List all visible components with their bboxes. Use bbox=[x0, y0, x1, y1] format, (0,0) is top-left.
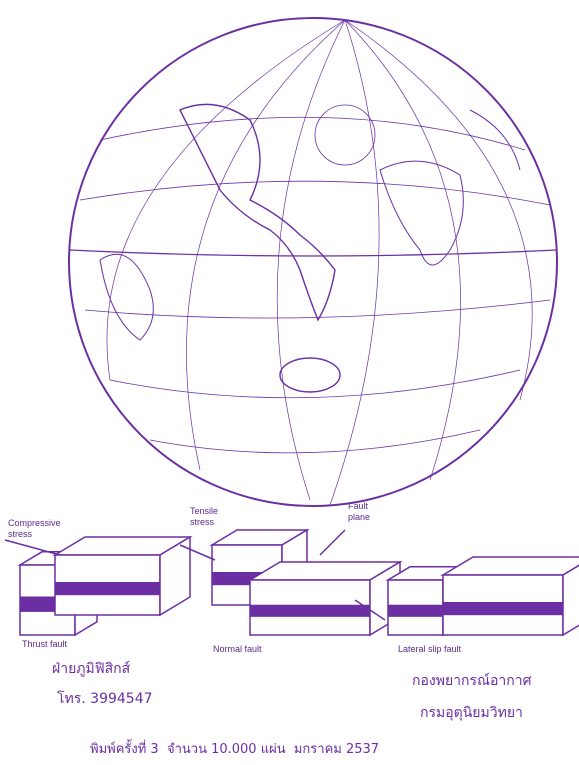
equator bbox=[69, 249, 557, 257]
latitude-lines bbox=[79, 116, 551, 454]
label-compressive: Compressive stress bbox=[8, 518, 61, 539]
department: กรมอุตุนิยมวิทยา bbox=[420, 705, 523, 721]
eurasia-africa bbox=[379, 109, 521, 266]
block-side bbox=[562, 564, 579, 637]
block-top bbox=[440, 556, 579, 576]
globe bbox=[68, 17, 558, 507]
division: กองพยากรณ์อากาศ bbox=[412, 673, 532, 689]
arctic-circle bbox=[314, 104, 376, 166]
label-thrust: Thrust fault bbox=[22, 639, 68, 649]
block-side bbox=[159, 535, 191, 617]
label-lateral: Lateral slip fault bbox=[398, 644, 462, 654]
rock-layer bbox=[388, 604, 443, 617]
pacific-islands bbox=[99, 253, 154, 341]
rock-layer bbox=[55, 582, 160, 596]
globe-outline bbox=[68, 17, 558, 507]
label-tensile: Tensile stress bbox=[190, 506, 218, 527]
label-fault-plane: Fault plane bbox=[348, 501, 370, 522]
office: ฝ่ายภูมิฟิสิกส์ bbox=[52, 661, 131, 677]
fault-diagrams bbox=[4, 528, 579, 637]
meridian-lines bbox=[106, 19, 533, 506]
stress-arrows bbox=[4, 529, 386, 621]
antarctica bbox=[279, 357, 341, 393]
americas bbox=[179, 103, 336, 322]
rock-layer bbox=[443, 602, 563, 616]
print-info: พิมพ์ครั้งที่ 3 จำนวน 10.000 แผ่น มกราคม… bbox=[90, 742, 380, 757]
label-normal: Normal fault bbox=[213, 644, 262, 654]
rock-layer bbox=[250, 604, 370, 617]
phone: โทร. 3994547 bbox=[57, 691, 153, 707]
